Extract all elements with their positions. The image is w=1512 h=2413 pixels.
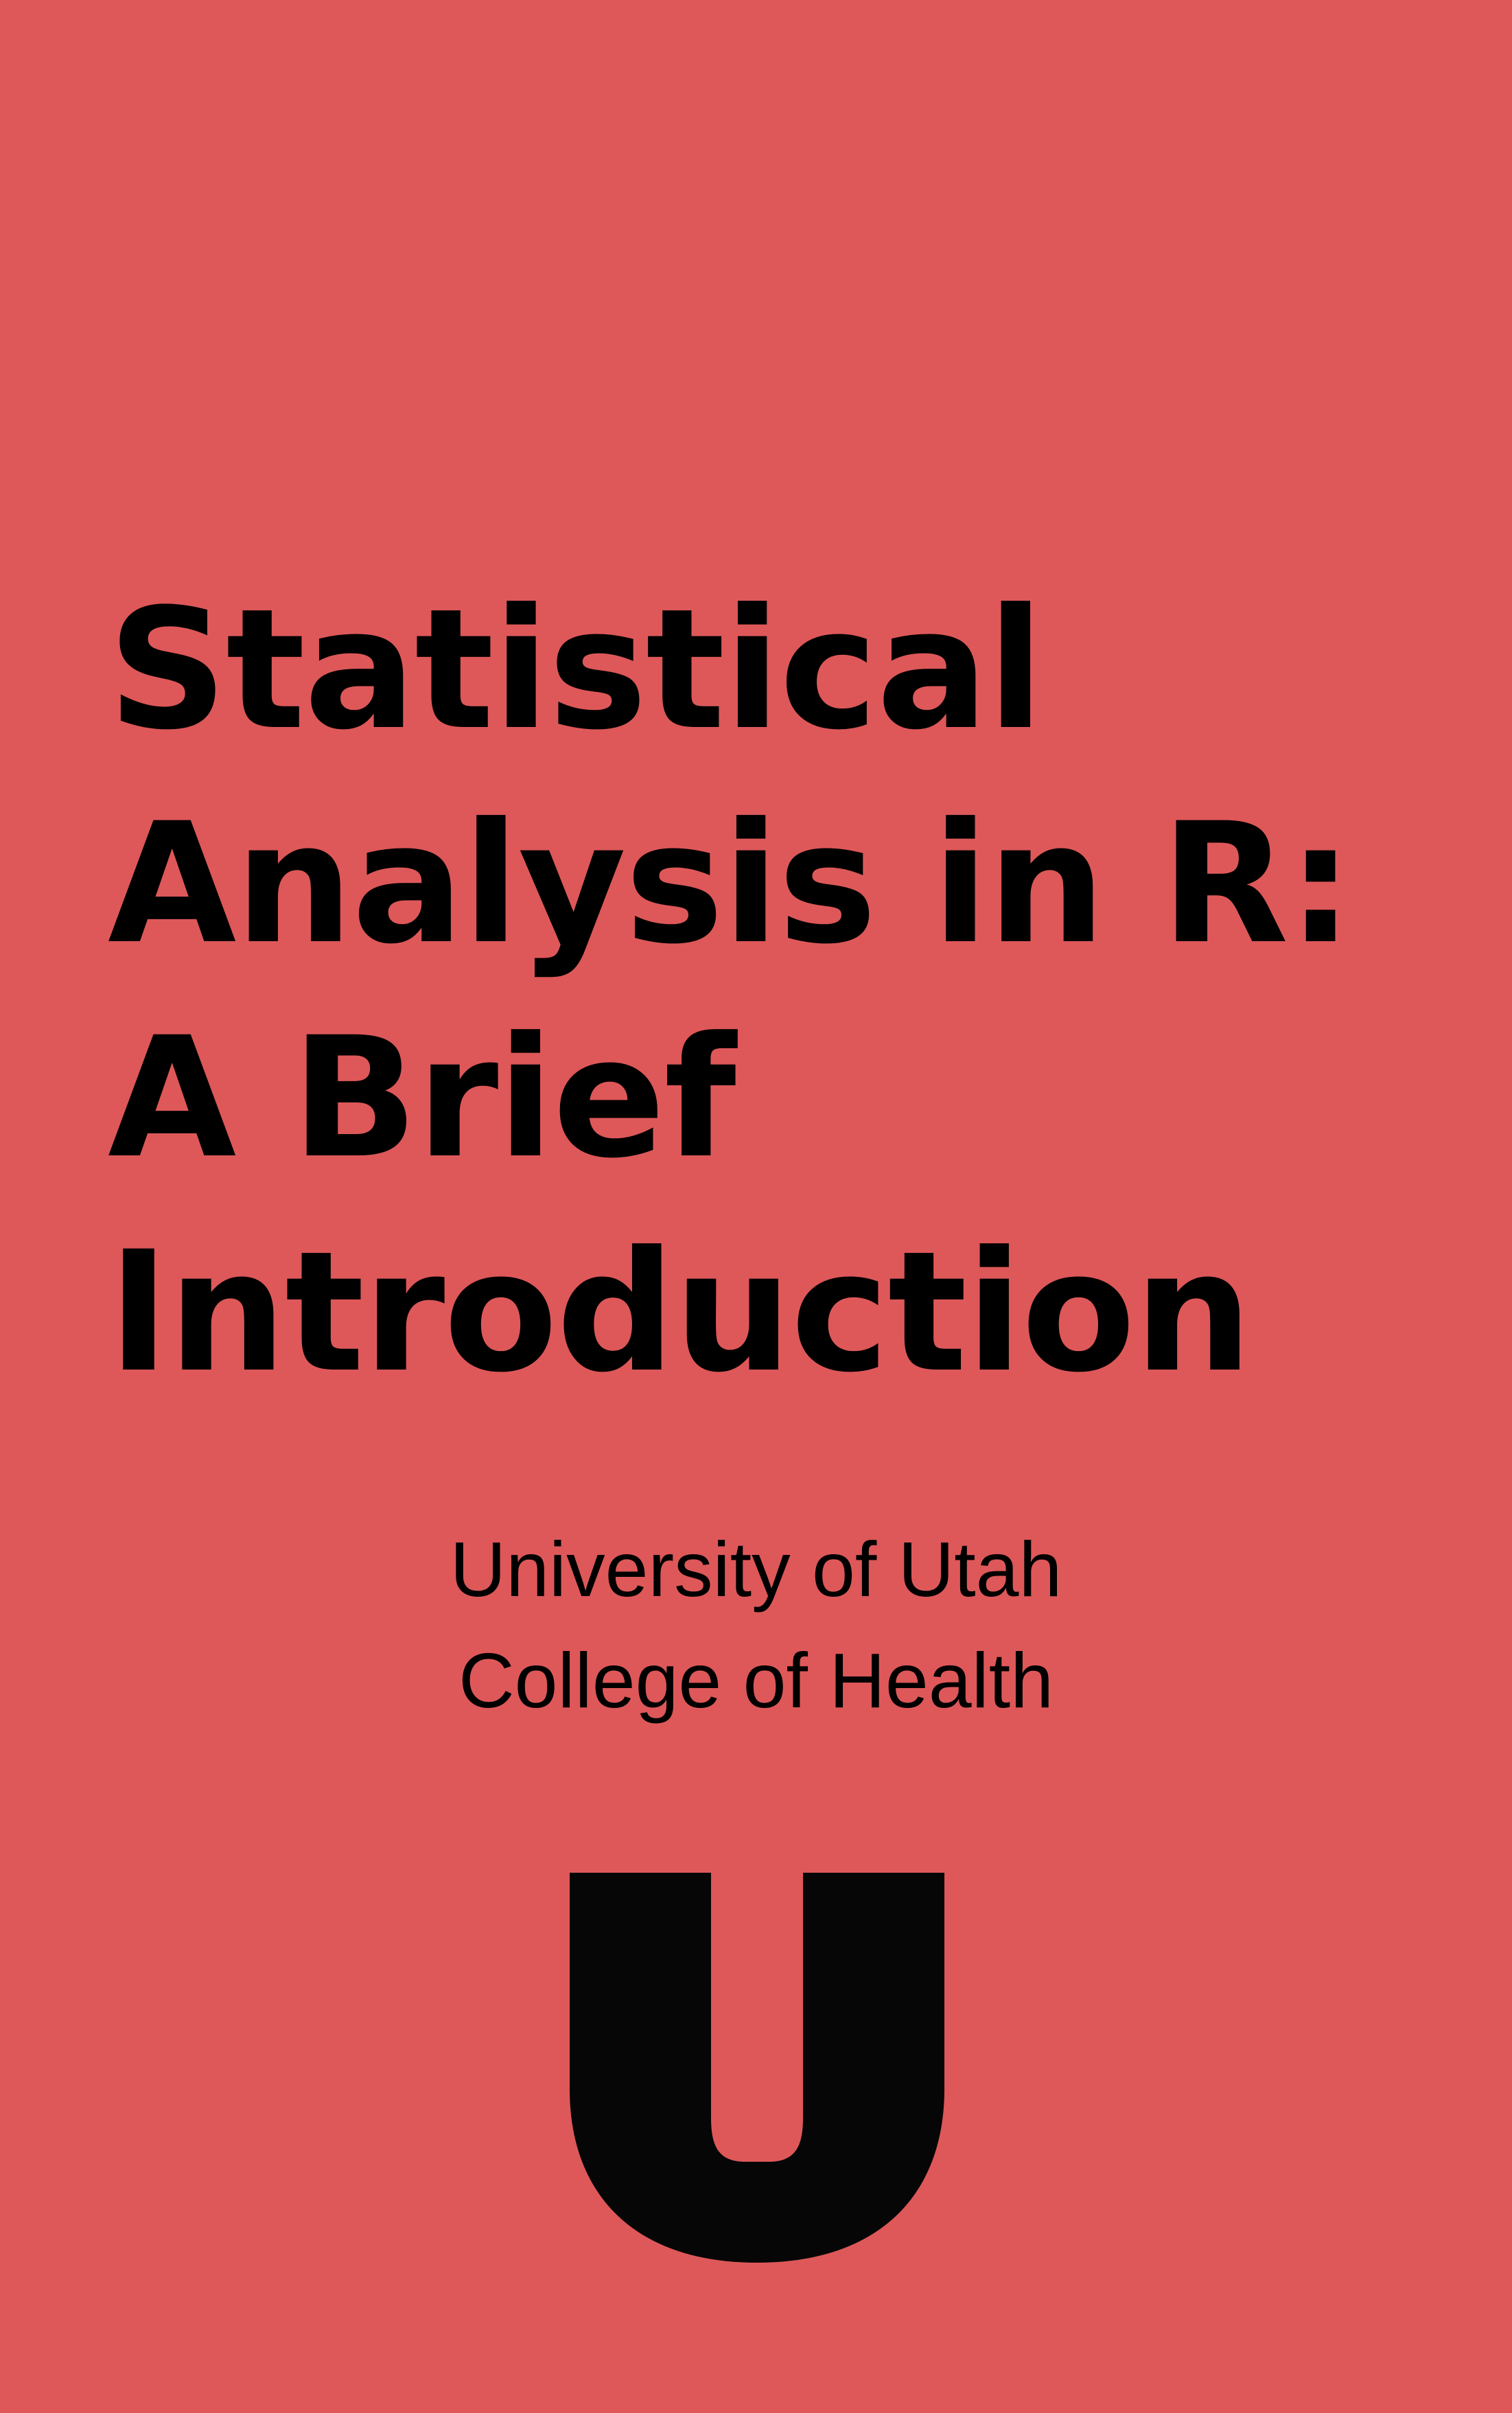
cover-title-line-2: Analysis in R:	[108, 787, 1353, 981]
cover-subtitle: University of Utah College of Health	[0, 1514, 1512, 1736]
cover-title-line-4: Introduction	[108, 1216, 1253, 1409]
cover-title-line-3: A Brief	[108, 1002, 736, 1195]
college-name: College of Health	[458, 1637, 1054, 1724]
university-u-logo-shape	[570, 1873, 944, 2263]
university-u-logo-icon	[570, 1873, 944, 2263]
cover-title-line-1: Statistical	[108, 573, 1044, 767]
university-name: University of Utah	[450, 1526, 1062, 1613]
cover-title: Statistical Analysis in R: A Brief Intro…	[108, 563, 1412, 1420]
